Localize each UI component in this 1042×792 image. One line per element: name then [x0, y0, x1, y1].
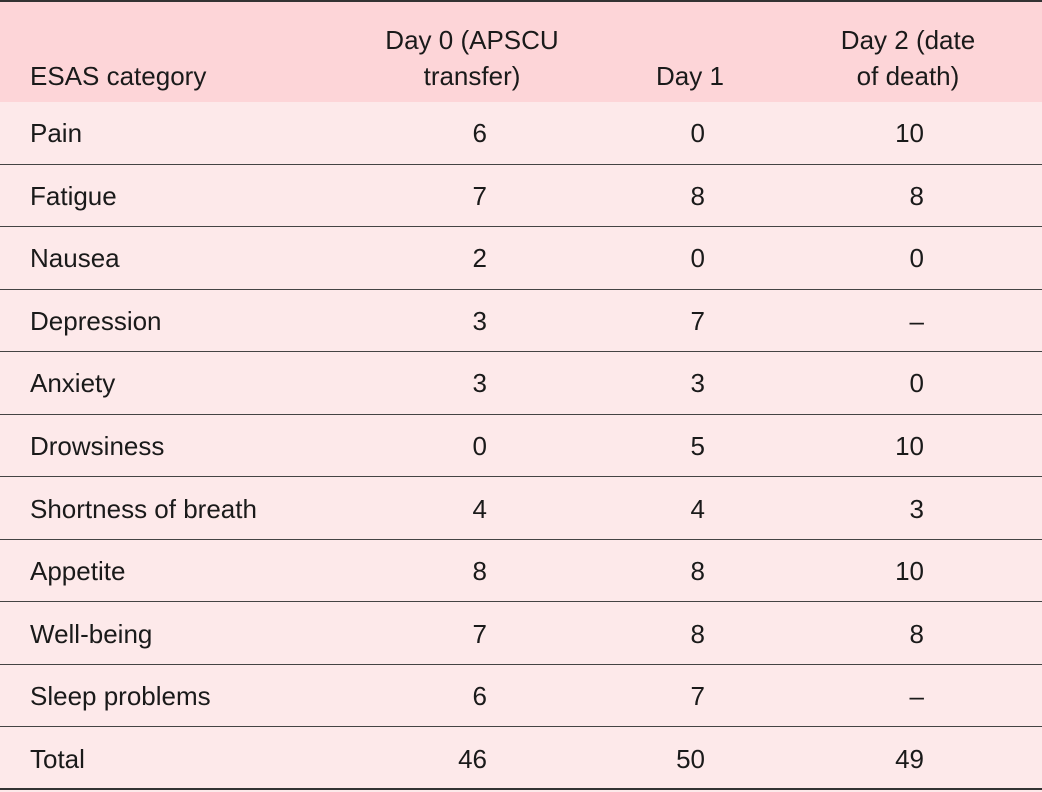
row-label: Appetite: [30, 556, 126, 587]
value-cell: 2: [472, 243, 487, 274]
value-cell: 10: [895, 118, 924, 149]
value-cell: –: [909, 305, 924, 336]
table-row: Depression 3 7 –: [0, 290, 1042, 353]
header-row: ESAS category Day 0 (APSCU transfer) Day…: [0, 0, 1042, 102]
row-label: Drowsiness: [30, 430, 165, 461]
value-cell: 6: [472, 118, 487, 149]
value-cell: 8: [690, 618, 705, 649]
value-cell: 3: [909, 493, 924, 524]
table-row: Appetite 8 8 10: [0, 540, 1042, 603]
table-row: Well-being 7 8 8: [0, 602, 1042, 665]
value-cell: 8: [472, 556, 487, 587]
row-label: Fatigue: [30, 180, 117, 211]
table-row: Nausea 2 0 0: [0, 227, 1042, 290]
table-row: Sleep problems 6 7 –: [0, 665, 1042, 728]
value-cell: 3: [472, 368, 487, 399]
table-row: Shortness of breath 4 4 3: [0, 477, 1042, 540]
row-label: Total: [30, 743, 85, 774]
value-cell: 49: [895, 743, 924, 774]
value-cell: 0: [690, 118, 705, 149]
value-cell: 50: [676, 743, 705, 774]
header-cell: Day 0 (APSCU transfer): [385, 25, 559, 91]
table-row: Fatigue 7 8 8: [0, 165, 1042, 228]
value-cell: 7: [690, 681, 705, 712]
header-cell: Day 1: [656, 61, 724, 91]
value-cell: 0: [909, 243, 924, 274]
value-cell: 0: [690, 243, 705, 274]
value-cell: 6: [472, 681, 487, 712]
header-cell: ESAS category: [30, 61, 207, 91]
value-cell: 0: [909, 368, 924, 399]
value-cell: 7: [472, 618, 487, 649]
row-label: Shortness of breath: [30, 493, 257, 524]
value-cell: 4: [472, 493, 487, 524]
value-cell: 5: [690, 430, 705, 461]
table-row: Drowsiness 0 5 10: [0, 415, 1042, 478]
value-cell: 4: [690, 493, 705, 524]
value-cell: 7: [690, 305, 705, 336]
header-cell: Day 2 (date of death): [840, 25, 976, 91]
table-row: Pain 6 0 10: [0, 102, 1042, 165]
row-label: Depression: [30, 305, 162, 336]
value-cell: 10: [895, 556, 924, 587]
value-cell: 8: [690, 556, 705, 587]
row-label: Sleep problems: [30, 681, 211, 712]
row-label: Anxiety: [30, 368, 116, 399]
row-label: Nausea: [30, 243, 120, 274]
table-row: Anxiety 3 3 0: [0, 352, 1042, 415]
value-cell: 46: [458, 743, 487, 774]
row-label: Pain: [30, 118, 83, 149]
value-cell: 3: [472, 305, 487, 336]
value-cell: 7: [472, 180, 487, 211]
value-cell: 8: [909, 618, 924, 649]
value-cell: –: [909, 681, 924, 712]
value-cell: 0: [472, 430, 487, 461]
value-cell: 10: [895, 430, 924, 461]
value-cell: 3: [690, 368, 705, 399]
row-label: Well-being: [30, 618, 153, 649]
value-cell: 8: [909, 180, 924, 211]
table-row: Total 46 50 49: [0, 727, 1042, 790]
value-cell: 8: [690, 180, 705, 211]
